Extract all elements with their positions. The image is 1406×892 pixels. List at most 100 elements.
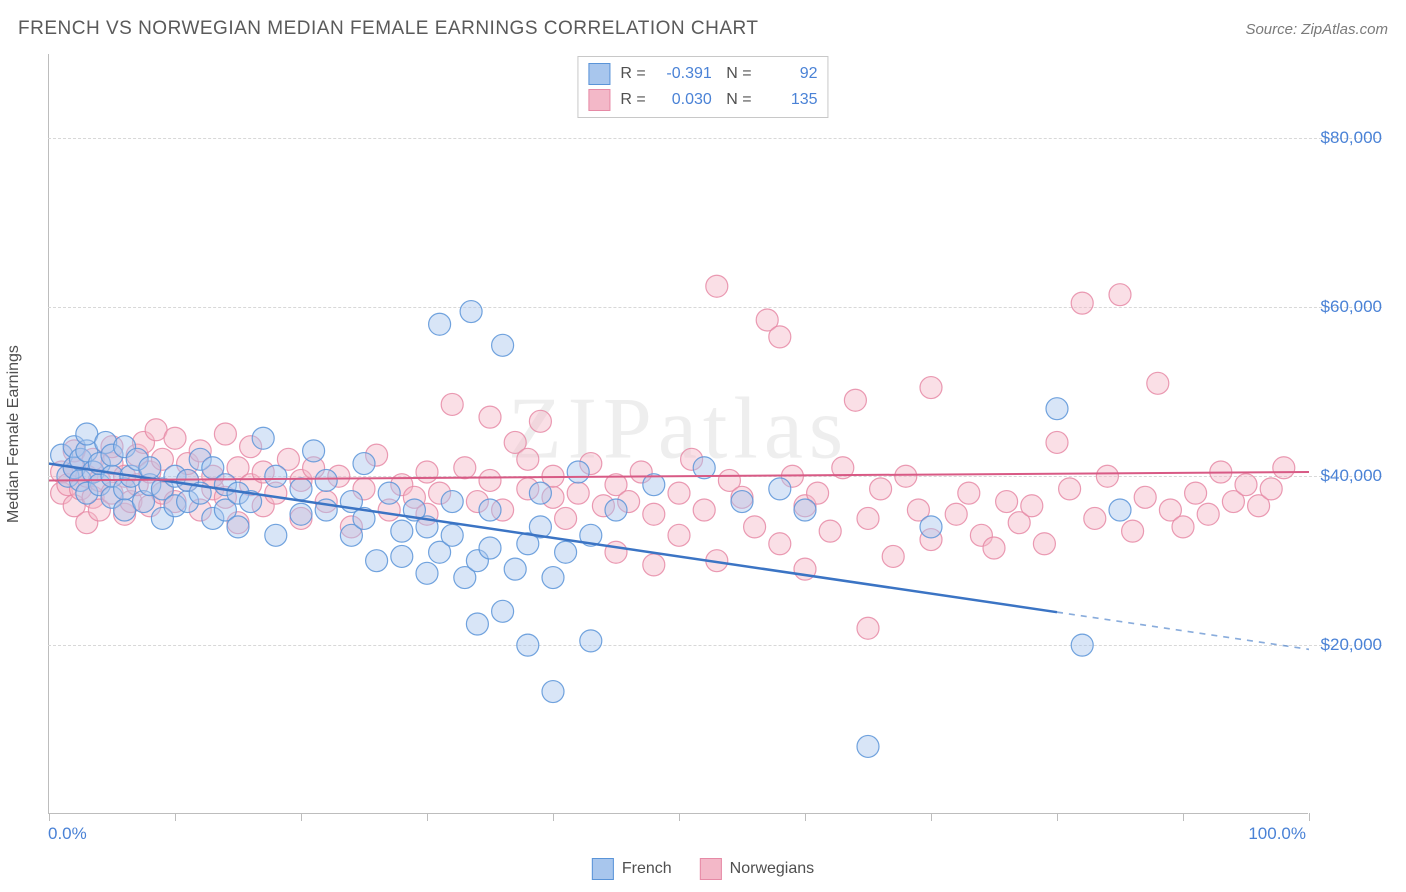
data-point [567,482,589,504]
data-point [479,537,501,559]
data-point [882,545,904,567]
data-point [983,537,1005,559]
data-point [1046,431,1068,453]
data-point [391,545,413,567]
data-point [164,427,186,449]
stats-swatch-norwegians [588,89,610,111]
stats-r-value-french: -0.391 [656,65,712,83]
plot-container: Median Female Earnings ZIPatlas $20,000$… [48,54,1382,814]
data-point [668,482,690,504]
x-tick [931,813,932,821]
data-point [1235,474,1257,496]
data-point [416,562,438,584]
data-point [252,427,274,449]
data-point [567,461,589,483]
data-point [605,499,627,521]
x-tick [1057,813,1058,821]
data-point [769,326,791,348]
data-point [479,406,501,428]
data-point [353,453,375,475]
data-point [315,469,337,491]
data-point [492,600,514,622]
data-point [466,613,488,635]
x-axis-max-label: 100.0% [1248,824,1306,844]
stats-row-norwegians: R = 0.030 N = 135 [588,87,817,113]
stats-legend-box: R = -0.391 N = 92 R = 0.030 N = 135 [577,56,828,118]
data-point [479,499,501,521]
stats-r-label: R = [620,65,645,83]
data-point [529,482,551,504]
y-tick-label: $80,000 [1308,128,1382,148]
data-point [1033,533,1055,555]
x-tick [1309,813,1310,821]
data-point [492,334,514,356]
x-tick [553,813,554,821]
stats-r-value-norwegians: 0.030 [656,91,712,109]
data-point [769,478,791,500]
data-point [870,478,892,500]
data-point [517,634,539,656]
y-tick-label: $60,000 [1308,297,1382,317]
data-point [1197,503,1219,525]
data-point [378,482,400,504]
data-point [744,516,766,538]
legend-label-french: French [622,860,672,878]
data-point [920,516,942,538]
data-point [504,558,526,580]
data-point [819,520,841,542]
data-point [391,520,413,542]
data-point [794,499,816,521]
data-point [706,275,728,297]
x-tick [679,813,680,821]
legend-item-norwegians: Norwegians [700,858,814,880]
data-point [1109,499,1131,521]
data-point [580,630,602,652]
data-point [857,617,879,639]
data-point [542,567,564,589]
data-point [844,389,866,411]
data-point [479,469,501,491]
y-tick-label: $40,000 [1308,466,1382,486]
data-point [1071,292,1093,314]
data-point [1147,372,1169,394]
x-tick [301,813,302,821]
data-point [1185,482,1207,504]
data-point [454,457,476,479]
data-point [1071,634,1093,656]
data-point [1134,486,1156,508]
data-point [366,550,388,572]
legend-label-norwegians: Norwegians [730,860,814,878]
data-point [529,410,551,432]
data-point [555,541,577,563]
y-tick-label: $20,000 [1308,635,1382,655]
data-point [1084,507,1106,529]
x-tick [49,813,50,821]
data-point [693,499,715,521]
data-point [1172,516,1194,538]
data-point [643,503,665,525]
chart-title: FRENCH VS NORWEGIAN MEDIAN FEMALE EARNIN… [18,18,758,40]
data-point [643,554,665,576]
legend-item-french: French [592,858,672,880]
data-point [265,524,287,546]
x-tick [1183,813,1184,821]
stats-n-value-norwegians: 135 [762,91,818,109]
stats-n-value-french: 92 [762,65,818,83]
data-point [460,301,482,323]
y-axis-label: Median Female Earnings [5,345,23,523]
stats-n-label: N = [722,91,752,109]
data-point [668,524,690,546]
plot-area: ZIPatlas [48,54,1308,814]
data-point [290,503,312,525]
data-point [1046,398,1068,420]
data-point [441,524,463,546]
data-point [139,457,161,479]
data-point [1059,478,1081,500]
data-point [945,503,967,525]
stats-row-french: R = -0.391 N = 92 [588,61,817,87]
data-point [429,313,451,335]
data-point [731,491,753,513]
data-point [416,461,438,483]
data-point [1122,520,1144,542]
data-point [605,541,627,563]
